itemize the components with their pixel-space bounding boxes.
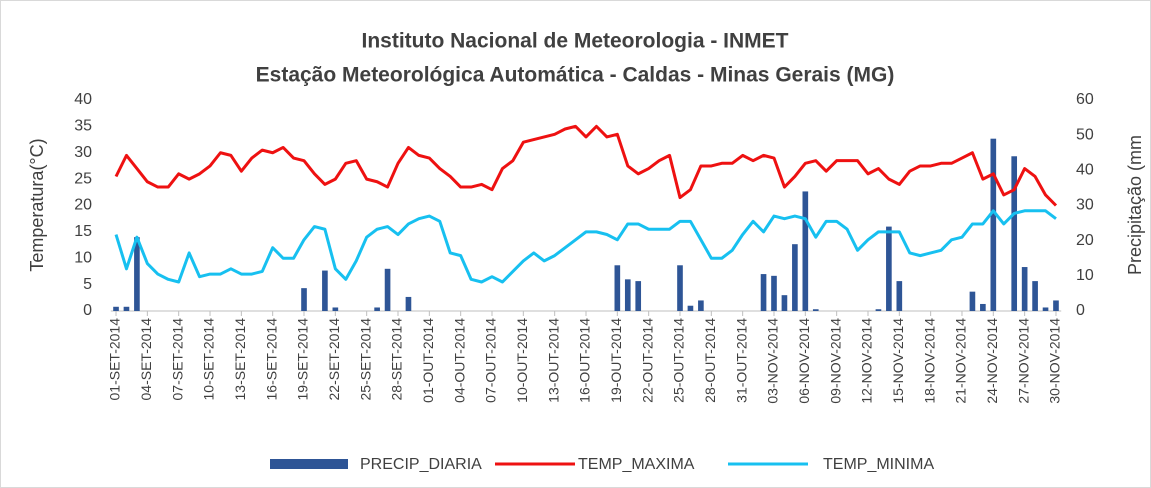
bar (1053, 300, 1059, 311)
y2-tick-label: 50 (1076, 126, 1094, 143)
y2-tick-label: 10 (1076, 267, 1094, 284)
x-tick-label: 22-SET-2014 (326, 318, 342, 401)
bar (980, 303, 986, 311)
x-tick-label: 10-OUT-2014 (514, 318, 530, 403)
y2-tick-label: 0 (1076, 302, 1085, 319)
x-tick-label: 01-SET-2014 (107, 318, 123, 401)
bar (1021, 267, 1028, 311)
bar (886, 226, 892, 311)
bar (792, 244, 798, 311)
bar (624, 279, 631, 311)
x-tick-label: 28-SET-2014 (389, 318, 405, 401)
bar (614, 265, 621, 311)
x-tick-label: 03-NOV-2014 (765, 318, 781, 404)
y-tick-label: 15 (74, 223, 92, 240)
bar (1011, 156, 1018, 311)
bar (113, 306, 119, 311)
x-tick-label: 04-OUT-2014 (451, 318, 467, 403)
x-tick-label: 13-SET-2014 (232, 318, 248, 401)
y-tick-label: 5 (83, 276, 92, 293)
bar (781, 295, 788, 311)
bar (875, 309, 882, 311)
y2-tick-label: 60 (1076, 91, 1094, 108)
x-tick-label: 15-NOV-2014 (890, 318, 906, 404)
x-tick-label: 06-NOV-2014 (796, 318, 812, 404)
line-series (114, 124, 1058, 207)
x-tick-label: 12-NOV-2014 (859, 318, 875, 404)
x-tick-label: 07-OUT-2014 (483, 318, 499, 403)
bar (677, 265, 683, 311)
x-tick-label: 27-NOV-2014 (1015, 318, 1031, 404)
bar (990, 138, 997, 311)
y-tick-label: 40 (74, 91, 92, 108)
bar (123, 306, 130, 311)
legend-label: TEMP_MINIMA (823, 456, 934, 473)
x-tick-label: 07-SET-2014 (169, 318, 185, 401)
bar (134, 237, 140, 311)
x-tick-label: 16-OUT-2014 (577, 318, 593, 403)
x-tick-label: 19-SET-2014 (295, 318, 311, 401)
x-tick-label: 24-NOV-2014 (984, 318, 1000, 404)
bar (698, 300, 704, 311)
y2-tick-label: 40 (1076, 162, 1094, 179)
y-tick-label: 30 (74, 144, 92, 161)
bar (374, 307, 380, 311)
x-tick-label: 01-OUT-2014 (420, 318, 436, 403)
x-tick-label: 13-OUT-2014 (545, 318, 561, 403)
chart-title: Instituto Nacional de Meteorologia - INM… (361, 30, 788, 53)
bar (687, 305, 694, 311)
x-tick-label: 04-SET-2014 (138, 318, 154, 401)
x-tick-label: 30-NOV-2014 (1047, 318, 1063, 404)
x-tick-label: 25-OUT-2014 (671, 318, 687, 403)
bar (896, 281, 903, 311)
bar (802, 191, 809, 311)
y2-axis-title: Precipitação (mm (1125, 135, 1145, 275)
bar (405, 296, 412, 311)
legend-label: PRECIP_DIARIA (360, 456, 482, 473)
x-tick-label: 10-SET-2014 (201, 318, 217, 401)
y-tick-label: 0 (83, 302, 92, 319)
legend-swatch (270, 459, 348, 469)
bar (1032, 281, 1038, 311)
legend-label: TEMP_MAXIMA (578, 456, 695, 473)
bar (332, 307, 339, 311)
bar (1042, 307, 1049, 311)
x-tick-label: 28-OUT-2014 (702, 318, 718, 403)
bar (969, 291, 976, 311)
bar (771, 275, 777, 311)
bar (322, 270, 328, 311)
x-tick-label: 21-NOV-2014 (953, 318, 969, 404)
y-tick-label: 35 (74, 118, 92, 135)
y-tick-label: 20 (74, 197, 92, 214)
line-series (114, 209, 1057, 284)
y-tick-label: 25 (74, 170, 92, 187)
x-tick-label: 31-OUT-2014 (733, 318, 749, 403)
y2-tick-label: 30 (1076, 197, 1094, 214)
y2-tick-label: 20 (1076, 232, 1094, 249)
x-tick-label: 18-NOV-2014 (921, 318, 937, 404)
bar (301, 288, 307, 311)
x-tick-label: 25-SET-2014 (357, 318, 373, 401)
x-tick-label: 22-OUT-2014 (639, 318, 655, 403)
y-axis-title: Temperatura(°C) (27, 138, 47, 271)
x-tick-label: 09-NOV-2014 (827, 318, 843, 404)
bar (635, 281, 642, 311)
bar (384, 268, 391, 311)
chart-subtitle: Estação Meteorológica Automática - Calda… (256, 64, 895, 87)
y-tick-label: 10 (74, 249, 92, 266)
bar (760, 274, 767, 311)
x-tick-label: 19-OUT-2014 (608, 318, 624, 403)
x-tick-label: 16-SET-2014 (263, 318, 279, 401)
bar (812, 309, 819, 311)
